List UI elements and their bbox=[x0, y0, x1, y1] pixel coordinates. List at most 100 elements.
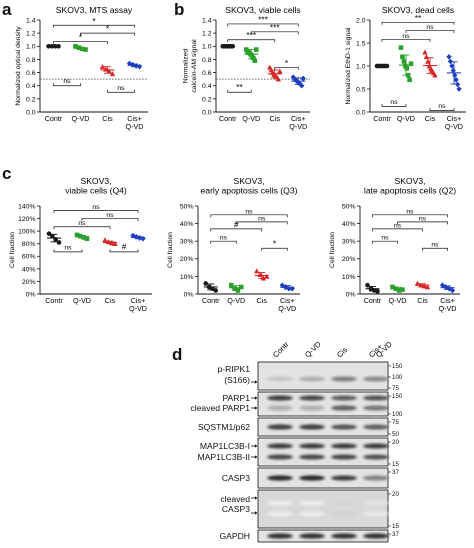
lane-label: Q-VD bbox=[303, 339, 323, 359]
blot-band bbox=[363, 454, 389, 460]
significance-label: ns bbox=[117, 85, 125, 92]
data-point bbox=[393, 286, 399, 292]
data-point bbox=[235, 288, 241, 293]
data-point bbox=[249, 53, 255, 58]
panel-letter-c: c bbox=[2, 164, 12, 183]
blot-band bbox=[331, 405, 357, 411]
y-axis-label: Cell fraction bbox=[9, 232, 16, 268]
significance-bracket bbox=[53, 226, 111, 230]
y-tick-label: 0.6 bbox=[202, 70, 212, 77]
data-point bbox=[277, 68, 283, 74]
significance-label: * bbox=[92, 16, 96, 26]
band-arrow-head bbox=[255, 511, 258, 515]
x-tick-label: Contr bbox=[364, 296, 382, 305]
blot-band bbox=[299, 405, 325, 411]
significance-bracket bbox=[81, 218, 139, 222]
mw-label: 100 bbox=[392, 374, 403, 381]
significance-bracket bbox=[372, 214, 448, 218]
significance-bracket bbox=[53, 41, 108, 45]
protein-label: cleaved PARP1 bbox=[190, 403, 250, 413]
data-point bbox=[421, 283, 427, 289]
significance-bracket bbox=[80, 32, 135, 36]
y-tick-label: 0.8 bbox=[26, 57, 36, 64]
x-tick-label: Q-VD bbox=[397, 114, 415, 123]
x-tick-label: Q-VD bbox=[289, 122, 307, 131]
band-arrow-head bbox=[255, 396, 258, 400]
y-tick-label: 1.2 bbox=[202, 31, 212, 38]
y-tick-label: 0.0 bbox=[202, 109, 212, 116]
significance-label: ** bbox=[236, 82, 243, 92]
data-point bbox=[99, 63, 106, 69]
data-point bbox=[137, 235, 143, 241]
y-tick-label: 20% bbox=[22, 279, 36, 286]
chart-title: late apoptosis cells (Q2) bbox=[364, 186, 456, 196]
y-tick-label: 0.0 bbox=[26, 109, 36, 116]
data-point bbox=[424, 284, 431, 290]
y-tick-label: 80% bbox=[22, 241, 36, 248]
mw-label: 37 bbox=[392, 469, 399, 476]
blot-band bbox=[331, 376, 357, 382]
data-point bbox=[81, 235, 86, 240]
data-point bbox=[56, 43, 61, 49]
y-tick-label: 40% bbox=[342, 221, 356, 228]
significance-bracket bbox=[53, 249, 83, 253]
x-tick-label: Q-VD bbox=[227, 296, 245, 305]
band-arrow-head bbox=[255, 496, 258, 500]
chart-title: SKOV3, MTS assay bbox=[56, 5, 133, 15]
y-tick-label: 2.0 bbox=[356, 17, 366, 24]
mw-label: 20 bbox=[392, 491, 399, 498]
y-tick-label: 0.2 bbox=[202, 96, 212, 103]
data-point bbox=[400, 287, 405, 292]
significance-bracket bbox=[405, 30, 455, 34]
significance-bracket bbox=[429, 108, 455, 111]
chart-title: viable cells (Q4) bbox=[65, 186, 127, 196]
significance-label: *** bbox=[246, 30, 257, 40]
data-point bbox=[456, 86, 462, 92]
data-point bbox=[407, 77, 412, 83]
significance-bracket bbox=[372, 240, 398, 244]
protein-label: GAPDH bbox=[219, 531, 250, 541]
blot-band bbox=[363, 475, 389, 481]
significance-bracket bbox=[250, 31, 299, 35]
blot-band bbox=[363, 533, 389, 539]
data-point bbox=[432, 72, 438, 78]
protein-label: CASP3 bbox=[222, 504, 250, 514]
data-point bbox=[275, 76, 282, 82]
data-point bbox=[423, 54, 430, 60]
protein-label: p-RIPK1 bbox=[218, 364, 251, 374]
chart-dead-cells: SKOV3, dead cells 0.0 0.5 1.0 1.5 2.0 Normaliz… bbox=[345, 5, 466, 131]
blot-band bbox=[299, 533, 325, 539]
blot-band bbox=[331, 533, 357, 539]
data-point bbox=[299, 82, 305, 89]
significance-bracket bbox=[53, 83, 81, 87]
mw-label: 75 bbox=[392, 419, 399, 426]
data-point bbox=[449, 287, 456, 294]
significance-bracket bbox=[53, 24, 135, 28]
x-tick-label: Cis bbox=[105, 296, 116, 305]
chart-late-apoptosis-q2: SKOV3, late apoptosis cells (Q2) 0% 10% 20% 3… bbox=[329, 176, 460, 313]
data-point bbox=[286, 285, 292, 292]
x-tick-label: Q-VD bbox=[129, 304, 147, 313]
significance-bracket bbox=[381, 103, 407, 107]
x-tick-label: Cis bbox=[425, 114, 436, 123]
y-tick-label: 100% bbox=[18, 229, 35, 236]
data-point bbox=[74, 232, 80, 238]
protein-label: (S166) bbox=[224, 375, 250, 385]
chart-title: SKOV3, bbox=[394, 176, 425, 186]
blot-band bbox=[331, 424, 357, 430]
y-tick-label: 1.0 bbox=[202, 44, 212, 51]
blot-band bbox=[299, 475, 325, 481]
mw-label: 37 bbox=[392, 531, 399, 538]
x-tick-label: Cis+ bbox=[291, 114, 306, 123]
y-tick-label: 10% bbox=[180, 274, 194, 281]
significance-label: ns bbox=[92, 204, 100, 211]
x-tick-label: Cis bbox=[270, 114, 281, 123]
data-point bbox=[425, 58, 431, 64]
mw-label: 75 bbox=[392, 385, 399, 392]
significance-label: * bbox=[285, 58, 289, 68]
data-point bbox=[253, 47, 259, 52]
data-point bbox=[254, 268, 260, 274]
y-tick-label: 1.0 bbox=[26, 44, 36, 51]
blot-band bbox=[299, 500, 325, 506]
y-tick-label: 1.4 bbox=[202, 17, 212, 24]
